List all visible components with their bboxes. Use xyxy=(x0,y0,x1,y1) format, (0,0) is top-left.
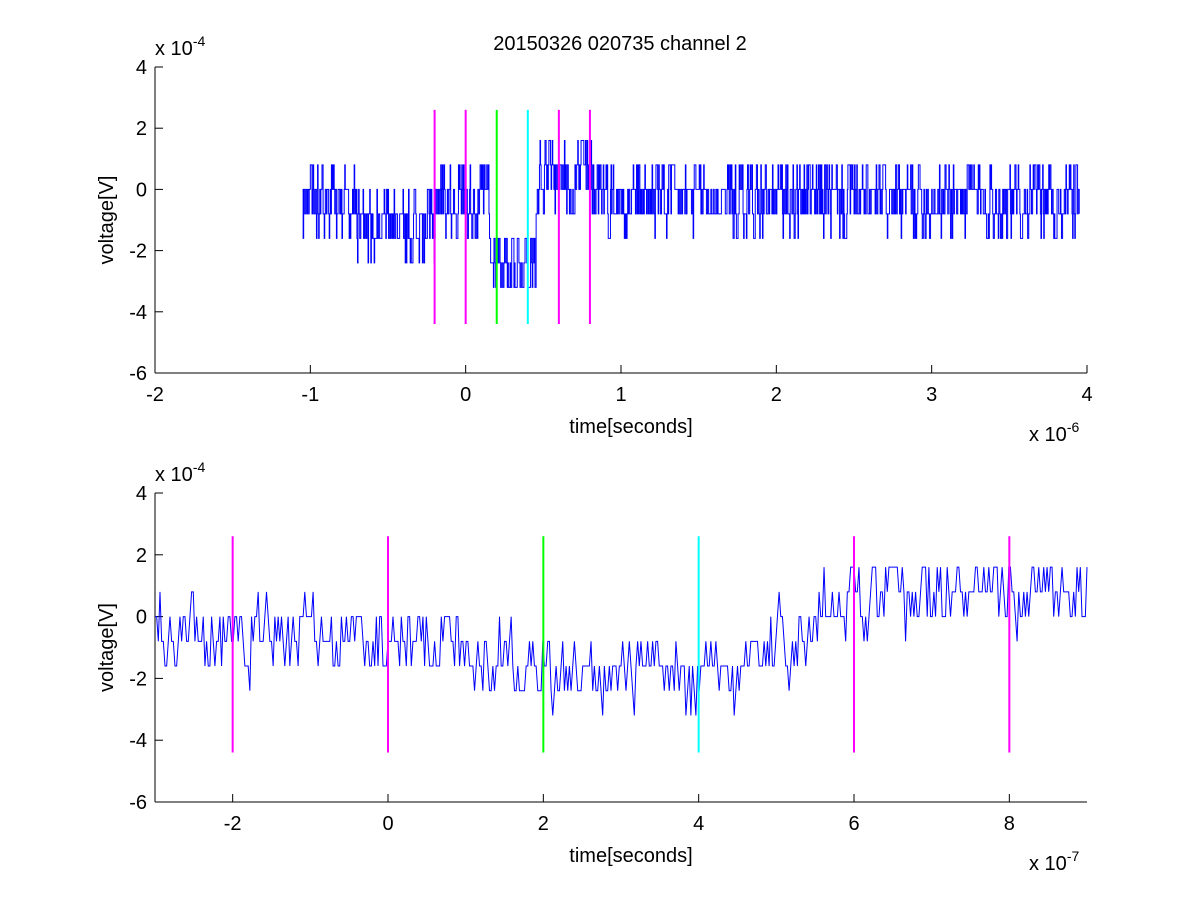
x-tick-label: 2 xyxy=(771,384,782,406)
y-exponent-label: x 10-4 xyxy=(155,33,205,60)
y-tick-label: 0 xyxy=(136,607,147,629)
y-exponent-label: x 10-4 xyxy=(155,459,205,486)
figure-title: 20150326 020735 channel 2 xyxy=(493,33,747,55)
y-tick-label: -2 xyxy=(129,668,147,690)
x-tick-label: 0 xyxy=(460,384,471,406)
signal-trace xyxy=(302,139,1080,288)
y-axis-label: voltage[V] xyxy=(96,603,118,692)
y-tick-label: 4 xyxy=(136,57,147,79)
x-exponent-label: x 10-6 xyxy=(1029,419,1079,446)
x-tick-label: -1 xyxy=(301,384,319,406)
bottom-subplot: -2 0 2 4 6 8-6-4-2024time[seconds]voltage[V]x… xyxy=(96,459,1088,875)
y-tick-label: -4 xyxy=(129,730,147,752)
y-tick-label: 0 xyxy=(136,179,147,201)
signal-trace xyxy=(155,566,1088,716)
x-tick-label: 6 xyxy=(848,813,859,835)
y-tick-label: 2 xyxy=(136,545,147,567)
x-axis-label: time[seconds] xyxy=(569,845,692,867)
top-subplot: -2 -1 0 1 2 3 4 -6 -4 -2 0 2 4 time[seconds] voltage[V… xyxy=(96,33,1093,446)
x-tick-label: 2 xyxy=(538,813,549,835)
y-axis-label: voltage[V] xyxy=(96,176,118,265)
x-tick-label: 3 xyxy=(926,384,937,406)
x-tick-label: -2 xyxy=(146,384,164,406)
x-tick-label: 0 xyxy=(382,813,393,835)
x-tick-label: 4 xyxy=(1081,384,1092,406)
x-exponent-label: x 10-7 xyxy=(1029,848,1079,875)
x-axis-label: time[seconds] xyxy=(569,416,692,438)
y-tick-label: -6 xyxy=(129,363,147,385)
y-tick-label: -6 xyxy=(129,792,147,814)
y-tick-label: -2 xyxy=(129,241,147,263)
y-tick-label: 4 xyxy=(136,483,147,505)
x-tick-label: -2 xyxy=(224,813,242,835)
y-tick-label: -4 xyxy=(129,302,147,324)
x-tick-label: 4 xyxy=(693,813,704,835)
x-tick-label: 8 xyxy=(1004,813,1015,835)
x-tick-label: 1 xyxy=(615,384,626,406)
y-tick-label: 2 xyxy=(136,118,147,140)
